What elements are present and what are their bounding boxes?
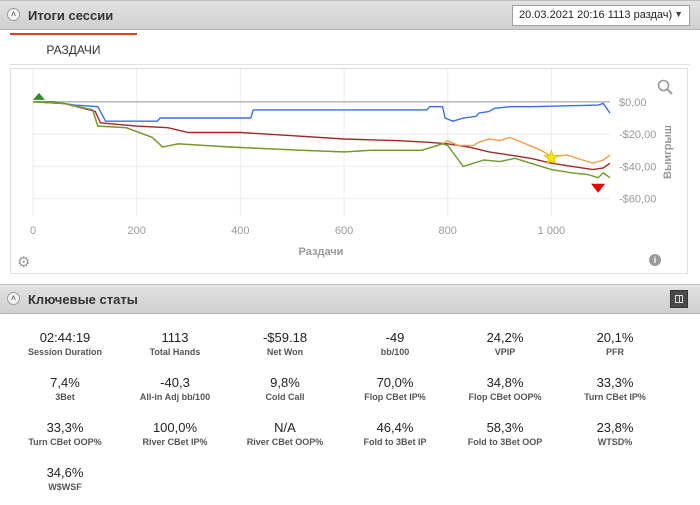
- chart-panel: [10, 68, 688, 274]
- layout-toggle-icon[interactable]: [670, 290, 688, 308]
- stat-item: N/A River CBet OOP%: [230, 420, 340, 447]
- tab-strip: РАЗДАЧИ: [0, 30, 700, 66]
- stat-value: 34,6%: [46, 465, 84, 480]
- stat-item: 46,4% Fold to 3Bet IP: [340, 420, 450, 447]
- key-stats-header: ˄ Ключевые статы: [0, 284, 700, 314]
- stat-value: -40,3: [160, 375, 190, 390]
- stat-label: Flop CBet OOP%: [468, 392, 542, 402]
- stat-value: -$59.18: [262, 330, 308, 345]
- stat-label: Cold Call: [265, 392, 305, 402]
- stat-item: 02:44:19 Session Duration: [10, 330, 120, 357]
- stat-value: N/A: [274, 420, 296, 435]
- stat-item: 100,0% River CBet IP%: [120, 420, 230, 447]
- stat-value: 7,4%: [50, 375, 80, 390]
- stat-item: 24,2% VPIP: [450, 330, 560, 357]
- stat-item: 1113 Total Hands: [120, 330, 230, 357]
- stat-item: -49 bb/100: [340, 330, 450, 357]
- stat-value: 1113: [161, 330, 189, 345]
- stat-label: Turn CBet OOP%: [28, 437, 102, 447]
- stat-value: 20,1%: [596, 330, 634, 345]
- session-selector-value: 20.03.2021 20:16 1113 раздач): [519, 9, 673, 21]
- stat-item: 7,4% 3Bet: [10, 375, 120, 402]
- stat-label: Total Hands: [149, 347, 201, 357]
- stat-item: 70,0% Flop CBet IP%: [340, 375, 450, 402]
- stat-value: 70,0%: [376, 375, 414, 390]
- chevron-down-icon: ▼: [674, 9, 683, 19]
- stat-label: W$WSF: [48, 482, 82, 492]
- stat-label: VPIP: [494, 347, 516, 357]
- stat-value: 23,8%: [596, 420, 634, 435]
- zoom-icon[interactable]: [657, 79, 673, 100]
- stat-value: 02:44:19: [39, 330, 91, 345]
- stat-value: 58,3%: [486, 420, 524, 435]
- stat-value: 46,4%: [376, 420, 414, 435]
- stat-label: Fold to 3Bet IP: [363, 437, 427, 447]
- stat-item: 23,8% WTSD%: [560, 420, 670, 447]
- stat-label: Flop CBet IP%: [364, 392, 426, 402]
- stat-item: 58,3% Fold to 3Bet OOP: [450, 420, 560, 447]
- stat-label: All-in Adj bb/100: [139, 392, 211, 402]
- stat-label: Fold to 3Bet OOP: [467, 437, 543, 447]
- stat-label: Session Duration: [27, 347, 102, 357]
- stat-label: Turn CBet IP%: [584, 392, 646, 402]
- stat-value: 33,3%: [46, 420, 84, 435]
- collapse-session-button[interactable]: ˄: [7, 8, 20, 21]
- stat-item: -$59.18 Net Won: [230, 330, 340, 357]
- stat-value: 33,3%: [596, 375, 634, 390]
- stat-item: 33,3% Turn CBet OOP%: [10, 420, 120, 447]
- stat-value: 34,8%: [486, 375, 524, 390]
- stat-item: 9,8% Cold Call: [230, 375, 340, 402]
- stat-item: 34,6% W$WSF: [10, 465, 120, 492]
- stat-label: River CBet OOP%: [246, 437, 324, 447]
- stat-item: 34,8% Flop CBet OOP%: [450, 375, 560, 402]
- stat-value: 9,8%: [270, 375, 300, 390]
- gear-icon[interactable]: ⚙: [17, 254, 31, 271]
- stat-label: bb/100: [380, 347, 410, 357]
- session-summary-header: ˄ Итоги сессии 20.03.2021 20:16 1113 раз…: [0, 0, 700, 30]
- key-stats-title: Ключевые статы: [28, 292, 138, 307]
- stat-value: 100,0%: [152, 420, 198, 435]
- info-icon[interactable]: i: [649, 254, 661, 266]
- stat-value: -49: [385, 330, 405, 345]
- session-selector[interactable]: 20.03.2021 20:16 1113 раздач) ▼: [512, 5, 690, 26]
- stat-item: 33,3% Turn CBet IP%: [560, 375, 670, 402]
- stat-label: PFR: [606, 347, 624, 357]
- stat-label: Net Won: [266, 347, 304, 357]
- stat-label: WTSD%: [597, 437, 633, 447]
- stat-item: -40,3 All-in Adj bb/100: [120, 375, 230, 402]
- stat-value: 24,2%: [486, 330, 524, 345]
- tab-hands[interactable]: РАЗДАЧИ: [10, 33, 137, 65]
- stat-item: 20,1% PFR: [560, 330, 670, 357]
- stat-label: 3Bet: [55, 392, 75, 402]
- stat-label: River CBet IP%: [142, 437, 208, 447]
- session-summary-title: Итоги сессии: [28, 8, 114, 23]
- collapse-stats-button[interactable]: ˄: [7, 292, 20, 305]
- tab-divider: [137, 64, 690, 65]
